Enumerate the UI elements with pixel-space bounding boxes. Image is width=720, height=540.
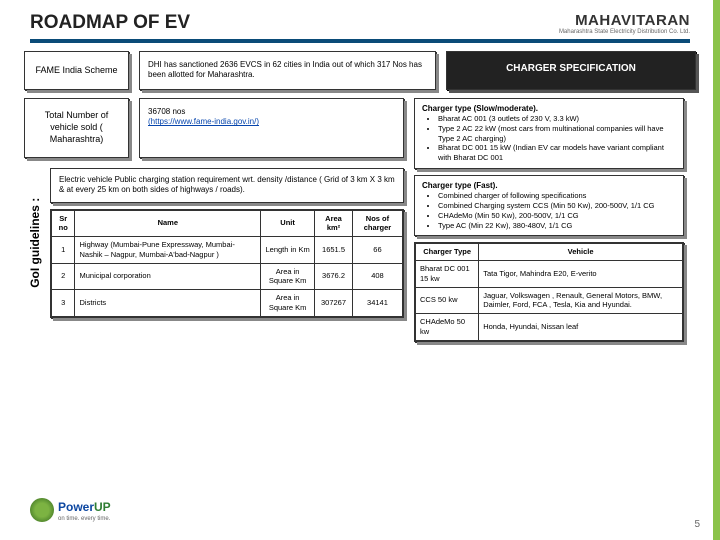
slow-list: Bharat AC 001 (3 outlets of 230 V, 3.3 k…: [422, 114, 676, 163]
list-item: Bharat DC 001 15 kW (Indian EV car model…: [438, 143, 676, 163]
table-row: 1Highway (Mumbai-Pune Expressway, Mumbai…: [52, 237, 403, 264]
table-row: 2Municipal corporationArea in Square Km3…: [52, 263, 403, 290]
slow-title: Charger type (Slow/moderate).: [422, 104, 676, 114]
powerup-icon: [30, 498, 54, 522]
logo-text: MAHAVITARAN: [559, 12, 690, 29]
total-value-box: 36708 nos (https://www.fame-india.gov.in…: [139, 98, 404, 158]
footer-logo: PowerUP on time. every time.: [30, 498, 111, 522]
total-value: 36708 nos: [148, 107, 395, 117]
table-header: Nos of charger: [352, 210, 402, 237]
list-item: CHAdeMo (Min 50 Kw), 200-500V, 1/1 CG: [438, 211, 676, 221]
table-header: Sr no: [52, 210, 75, 237]
total-label-box: Total Number of vehicle sold ( Maharasht…: [24, 98, 129, 158]
charger-vehicle-table: Charger TypeVehicle Bharat DC 001 15 kwT…: [415, 243, 683, 340]
page-number: 5: [694, 519, 700, 530]
slow-charger-box: Charger type (Slow/moderate). Bharat AC …: [414, 98, 684, 169]
table-header: Charger Type: [416, 244, 479, 261]
total-link[interactable]: (https://www.fame-india.gov.in/): [148, 117, 395, 127]
list-item: Combined charger of following specificat…: [438, 191, 676, 201]
list-item: Type 2 AC 22 kW (most cars from multinat…: [438, 124, 676, 144]
list-item: Type AC (Min 22 Kw), 380-480V, 1/1 CG: [438, 221, 676, 231]
charger-spec-header: CHARGER SPECIFICATION: [446, 51, 696, 90]
powerup-sub: on time. every time.: [58, 516, 111, 522]
logo-subtitle: Maharashtra State Electricity Distributi…: [559, 29, 690, 35]
table-header: Vehicle: [479, 244, 683, 261]
fast-title: Charger type (Fast).: [422, 181, 676, 191]
header: ROADMAP OF EV MAHAVITARAN Maharashtra St…: [0, 0, 720, 39]
requirement-box: Electric vehicle Public charging station…: [50, 168, 404, 203]
table-row: Bharat DC 001 15 kwTata Tigor, Mahindra …: [416, 261, 683, 288]
goi-label: GoI guidelines :: [24, 168, 46, 318]
table-row: CCS 50 kwJaguar, Volkswagen , Renault, G…: [416, 287, 683, 314]
fame-desc-box: DHI has sanctioned 2636 EVCS in 62 citie…: [139, 51, 436, 90]
powerup-up: UP: [94, 500, 111, 514]
fame-label-box: FAME India Scheme: [24, 51, 129, 90]
fast-charger-box: Charger type (Fast). Combined charger of…: [414, 175, 684, 236]
table-header: Area km²: [315, 210, 353, 237]
requirement-text: Electric vehicle Public charging station…: [59, 175, 395, 194]
charger-table-box: Charger TypeVehicle Bharat DC 001 15 kwT…: [414, 242, 684, 341]
fame-label: FAME India Scheme: [35, 65, 117, 77]
left-table-box: Sr noNameUnitArea km²Nos of charger 1Hig…: [50, 209, 404, 318]
list-item: Combined Charging system CCS (Min 50 Kw)…: [438, 201, 676, 211]
fame-desc: DHI has sanctioned 2636 EVCS in 62 citie…: [148, 60, 422, 79]
table-row: CHAdeMo 50 kwHonda, Hyundai, Nissan leaf: [416, 314, 683, 341]
table-header: Unit: [261, 210, 315, 237]
table-header: Name: [75, 210, 261, 237]
total-label: Total Number of vehicle sold ( Maharasht…: [31, 110, 122, 145]
spec-header-text: CHARGER SPECIFICATION: [506, 63, 636, 74]
brand-logo: MAHAVITARAN Maharashtra State Electricit…: [559, 12, 690, 35]
table-row: 3DistrictsArea in Square Km30726734141: [52, 290, 403, 317]
page-title: ROADMAP OF EV: [30, 12, 190, 34]
title-underline: [30, 39, 690, 43]
fast-list: Combined charger of following specificat…: [422, 191, 676, 230]
area-table: Sr noNameUnitArea km²Nos of charger 1Hig…: [51, 210, 403, 317]
list-item: Bharat AC 001 (3 outlets of 230 V, 3.3 k…: [438, 114, 676, 124]
powerup-p: Power: [58, 500, 94, 514]
